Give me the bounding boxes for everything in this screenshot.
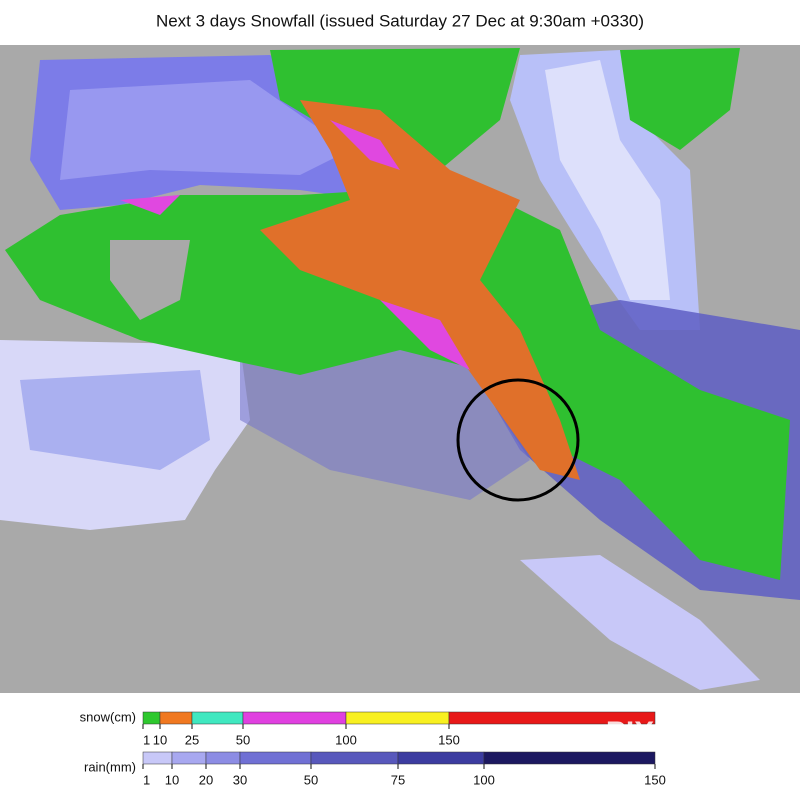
snow-color-band [448, 711, 656, 725]
iraq-rain [240, 340, 530, 500]
snow-tick-label: 25 [185, 732, 199, 747]
snow-legend-label: snow(cm) [80, 709, 136, 724]
snow-color-band [142, 711, 161, 725]
black-sea-inner [60, 80, 350, 180]
snow-color-band [159, 711, 193, 725]
rain-zone [20, 370, 210, 470]
rain-tick-label: 150 [644, 772, 666, 787]
highlight-circle [456, 378, 580, 502]
snow-zone-orange [260, 100, 580, 480]
watermark: PIXELEAP [606, 716, 754, 749]
caspian-inner [545, 60, 670, 300]
rain-color-band [239, 751, 312, 765]
rain-color-band [310, 751, 399, 765]
rain-color-band [205, 751, 241, 765]
snow-zone-north [620, 48, 740, 150]
rain-tick-label: 1 [143, 772, 150, 787]
rain-color-band [483, 751, 656, 765]
rain-legend-label: rain(mm) [84, 759, 136, 774]
persian-gulf [520, 555, 760, 690]
map [0, 45, 800, 693]
plateau [110, 240, 190, 320]
rain-tick-label: 75 [391, 772, 405, 787]
map-title: Next 3 days Snowfall (issued Saturday 27… [156, 11, 644, 30]
rain-tick-label: 10 [165, 772, 179, 787]
snow-color-band [242, 711, 347, 725]
rain-tick-label: 100 [473, 772, 495, 787]
snow-tick-label: 100 [335, 732, 357, 747]
snow-tick-label: 50 [236, 732, 250, 747]
rain-color-band [397, 751, 485, 765]
rain-tick-label: 30 [233, 772, 247, 787]
snow-tick-label: 10 [153, 732, 167, 747]
rain-tick-label: 20 [199, 772, 213, 787]
snow-color-band [345, 711, 450, 725]
snow-color-band [191, 711, 244, 725]
snow-zone-magenta [120, 120, 470, 370]
snow-tick-label: 150 [438, 732, 460, 747]
rain-color-band [142, 751, 173, 765]
rain-tick-label: 50 [304, 772, 318, 787]
snow-tick-label: 1 [143, 732, 150, 747]
rain-color-band [171, 751, 207, 765]
